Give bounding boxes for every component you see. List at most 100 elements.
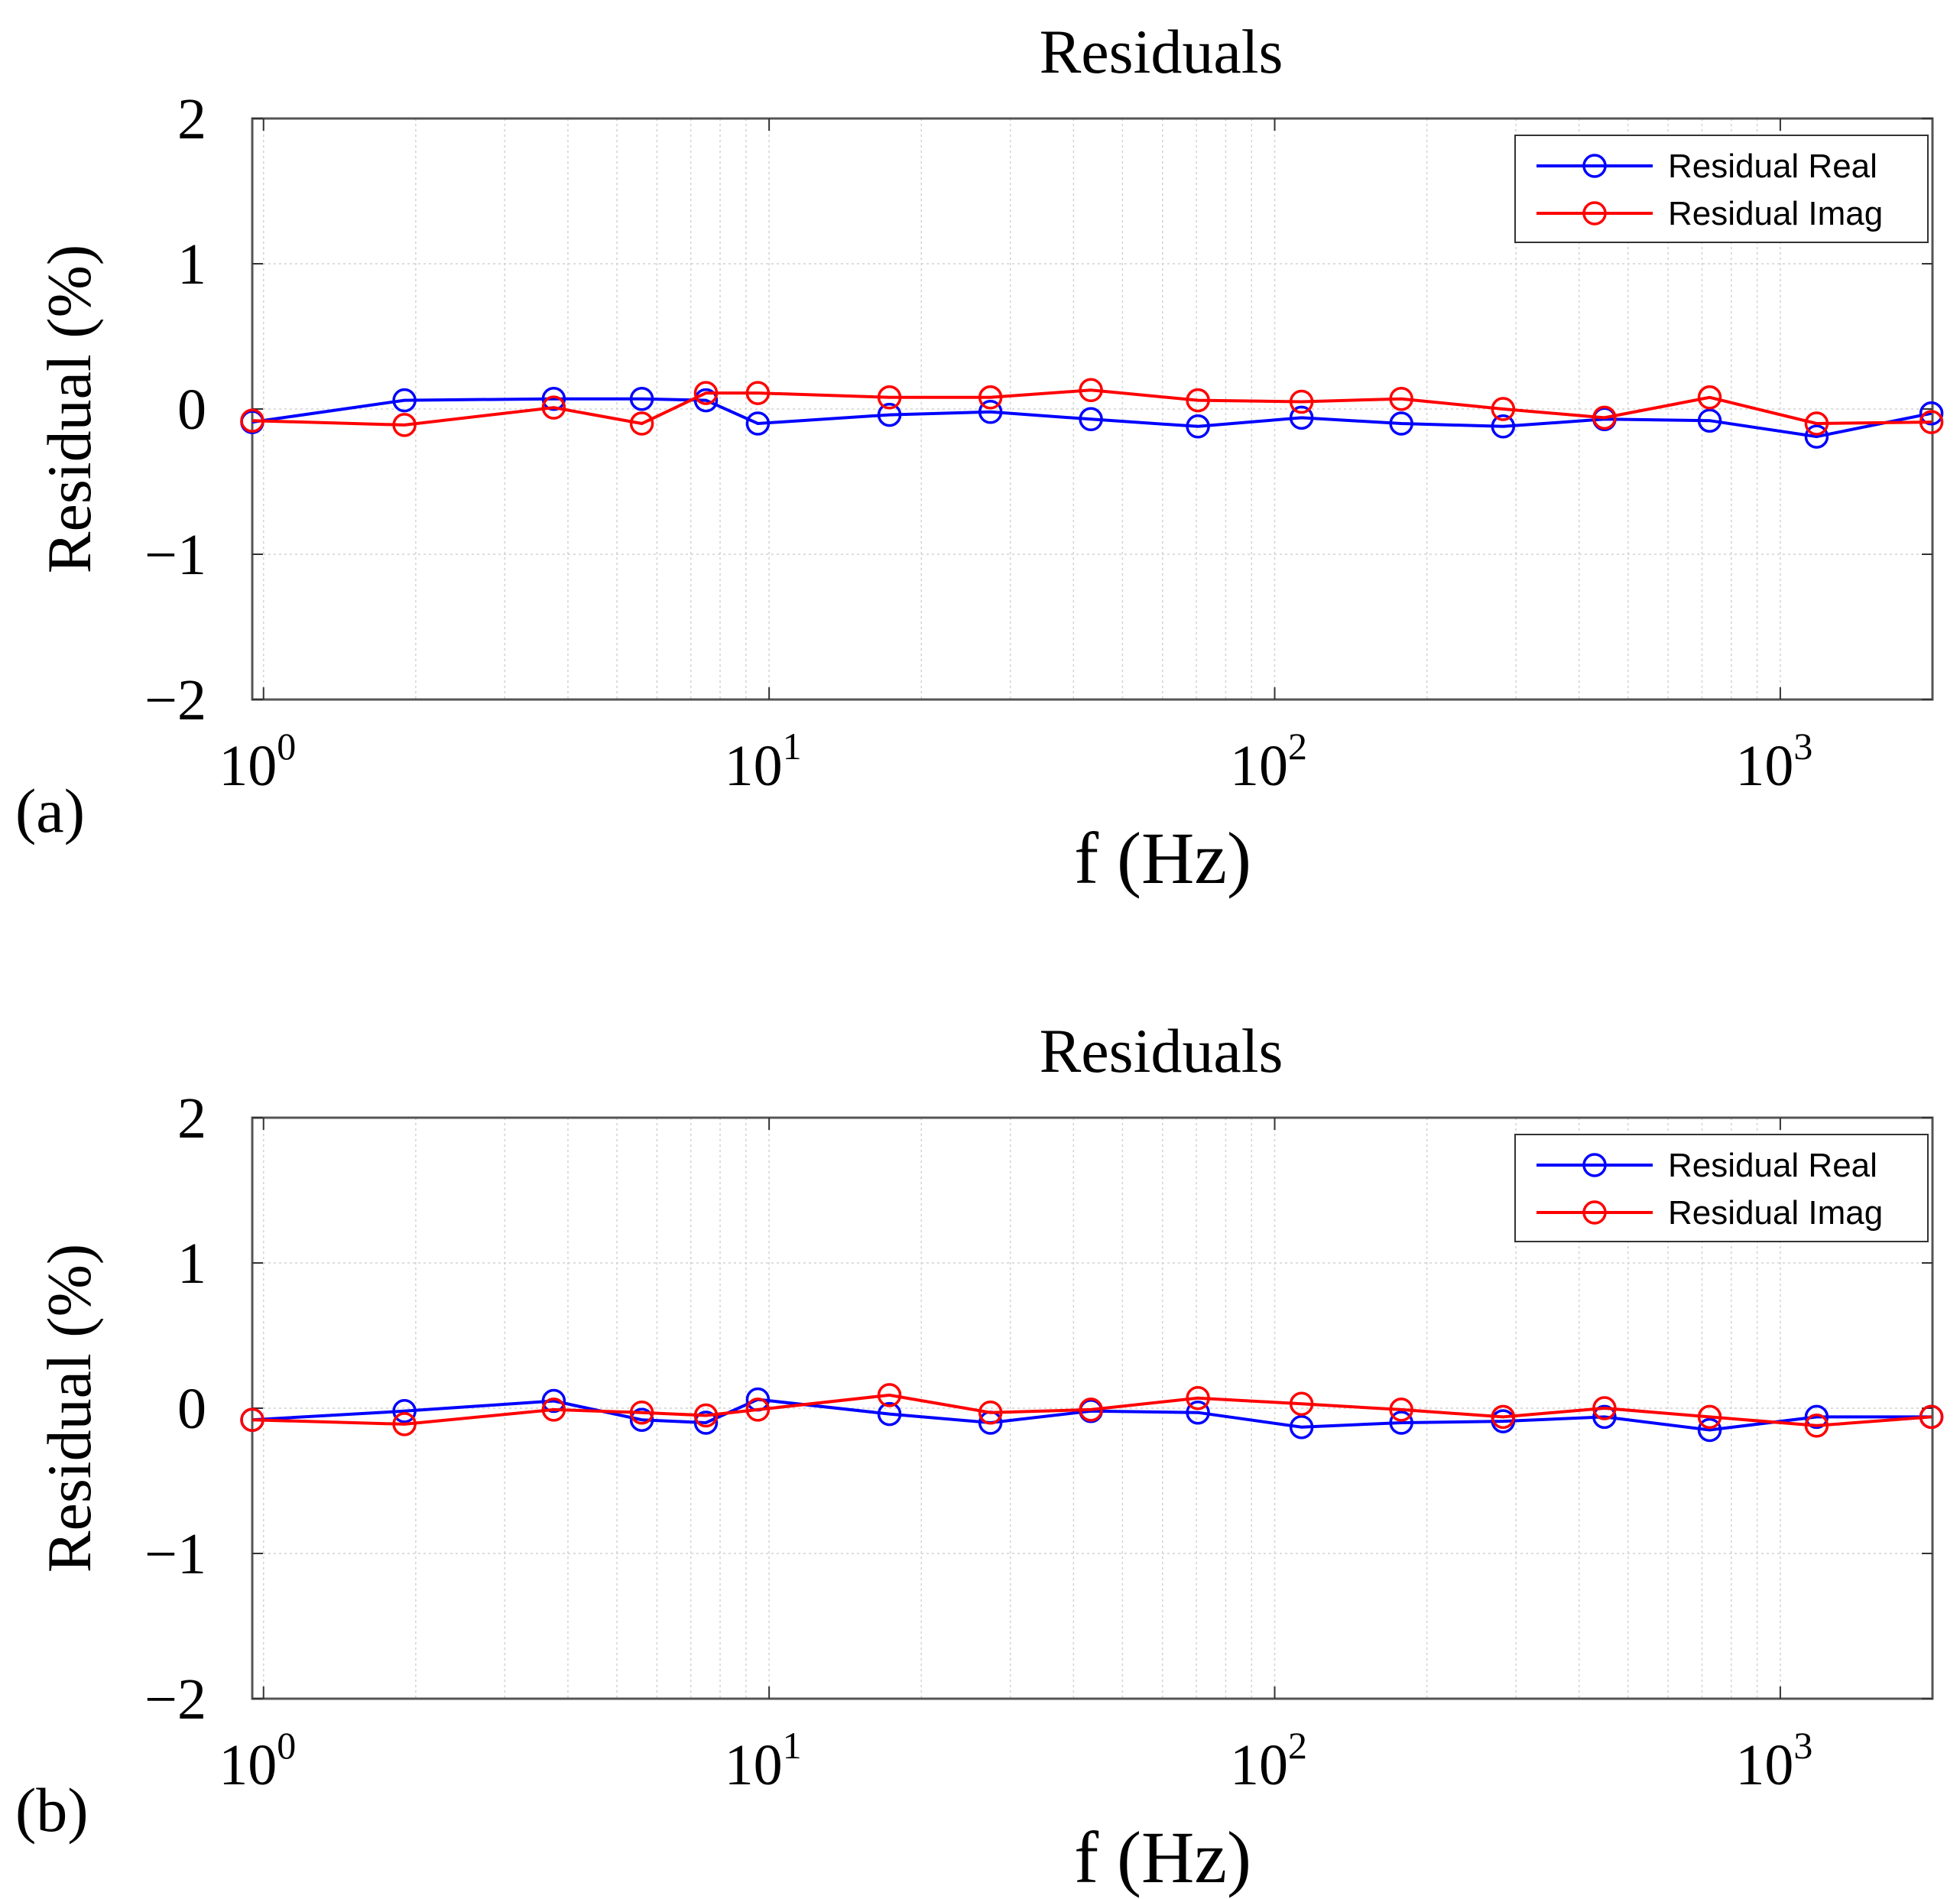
x-tick-label: 102: [1230, 1724, 1307, 1797]
data-point: [1289, 405, 1314, 430]
x-tick-exponent: 0: [277, 725, 296, 768]
y-tick-label: −1: [144, 1522, 206, 1586]
series-line: [251, 397, 1932, 439]
data-point: [1697, 1404, 1722, 1430]
y-tick-label: 1: [177, 1232, 206, 1296]
series-line: [251, 388, 1932, 427]
data-point: [1186, 1385, 1210, 1410]
data-point: [1289, 389, 1314, 414]
x-tick-exponent: 2: [1288, 725, 1307, 768]
series-residual-imag: [240, 1383, 1944, 1438]
panel-label: (b): [15, 1775, 89, 1845]
data-point: [693, 388, 719, 413]
legend-box: [1514, 1134, 1929, 1242]
x-tick-label: 102: [1230, 725, 1307, 798]
data-point: [1079, 378, 1103, 403]
x-tick-label: 100: [219, 1724, 296, 1797]
data-point: [1697, 1417, 1722, 1443]
data-point: [629, 1400, 654, 1425]
data-point: [1186, 388, 1210, 413]
x-tick-label: 103: [1735, 725, 1812, 798]
data-point: [541, 1388, 566, 1414]
data-point: [745, 411, 771, 436]
x-tick-base: 10: [1230, 1733, 1288, 1797]
x-tick-base: 10: [1735, 734, 1793, 798]
series-line: [251, 1393, 1932, 1427]
data-point: [1804, 1414, 1829, 1438]
data-point: [240, 408, 264, 433]
data-point: [1919, 1404, 1944, 1430]
y-tick-label: −1: [144, 523, 206, 587]
x-tick-base: 10: [219, 1733, 277, 1797]
x-tick-base: 10: [1735, 1733, 1793, 1797]
x-tick-exponent: 2: [1288, 1724, 1307, 1767]
x-tick-exponent: 1: [783, 1724, 802, 1767]
data-point: [1491, 397, 1516, 421]
x-tick-exponent: 1: [783, 725, 802, 768]
legend-label: Residual Real: [1668, 1147, 1877, 1184]
x-tick-label: 100: [219, 725, 296, 798]
data-point: [629, 1407, 654, 1432]
legend: Residual Real Residual Imag: [1514, 135, 1929, 243]
x-tick-label: 103: [1735, 1724, 1812, 1797]
x-axis-label: f (Hz): [1074, 1816, 1251, 1898]
data-point: [1289, 1391, 1314, 1417]
x-tick-base: 10: [725, 1733, 783, 1797]
data-point: [978, 385, 1003, 410]
x-tick-base: 10: [1230, 734, 1288, 798]
data-point: [1289, 1414, 1314, 1440]
data-point: [392, 1412, 417, 1436]
legend-marker: [1582, 154, 1607, 178]
data-point: [877, 402, 902, 427]
x-tick-base: 10: [725, 734, 783, 798]
y-tick-label: 2: [177, 1086, 206, 1151]
data-point: [877, 1401, 902, 1427]
data-point: [1592, 1396, 1617, 1420]
x-tick-label: 101: [725, 725, 802, 798]
data-point: [392, 413, 417, 437]
x-tick-base: 10: [219, 734, 277, 798]
y-tick-label: 2: [177, 87, 206, 151]
legend-marker: [1582, 1153, 1607, 1177]
data-point: [1592, 405, 1617, 430]
data-point: [629, 411, 654, 436]
y-axis-label: Residual (%): [34, 1244, 104, 1573]
data-point: [1804, 1404, 1829, 1430]
data-point: [1079, 1397, 1103, 1422]
data-point: [1804, 411, 1829, 436]
data-point: [693, 1403, 719, 1428]
data-point: [1592, 1404, 1617, 1430]
data-point: [1804, 424, 1829, 449]
data-point: [693, 381, 719, 405]
y-tick-label: 1: [177, 232, 206, 297]
x-tick-exponent: 3: [1793, 1724, 1812, 1767]
series-residual-real: [240, 386, 1944, 449]
data-point: [1389, 386, 1413, 411]
data-point: [392, 1399, 417, 1423]
legend-marker: [1582, 1200, 1607, 1225]
data-point: [629, 386, 654, 411]
x-tick-label: 101: [725, 1724, 802, 1797]
legend-label: Residual Imag: [1668, 1194, 1883, 1232]
data-point: [745, 381, 771, 405]
chart-title: Residuals: [1040, 1016, 1283, 1086]
series-residual-imag: [240, 378, 1944, 437]
data-point: [1919, 410, 1944, 434]
x-tick-exponent: 3: [1793, 725, 1812, 768]
legend-box: [1514, 135, 1929, 243]
panel-label: (a): [15, 776, 85, 846]
x-axis-label: f (Hz): [1074, 817, 1251, 899]
x-tick-exponent: 0: [277, 1724, 296, 1767]
data-point: [978, 400, 1003, 424]
data-point: [1697, 408, 1722, 433]
data-point: [1186, 1400, 1210, 1425]
legend: Residual Real Residual Imag: [1514, 1134, 1929, 1242]
legend-label: Residual Real: [1668, 148, 1877, 185]
data-point: [1186, 414, 1210, 439]
legend-label: Residual Imag: [1668, 195, 1883, 232]
data-point: [877, 385, 902, 410]
data-point: [541, 386, 566, 411]
data-point: [1491, 1404, 1516, 1430]
